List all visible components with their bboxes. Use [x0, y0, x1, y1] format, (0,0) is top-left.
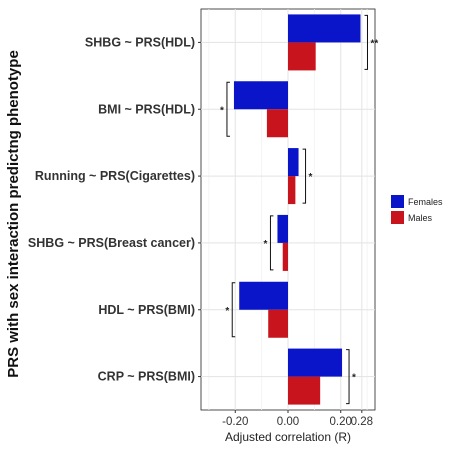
legend: Females Males [391, 195, 443, 224]
significance-marker: * [220, 105, 224, 116]
x-axis: -0.20 0.00 0.200.28 [222, 410, 373, 428]
bar-females-4 [277, 214, 288, 243]
bar-females-1 [288, 14, 361, 43]
legend-label-males: Males [408, 213, 433, 223]
significance-bracket [231, 282, 236, 338]
significance-marker: * [225, 306, 229, 317]
category-label: CRP ~ PRS(BMI) [98, 370, 195, 384]
x-tick-label: 0.20 [330, 416, 352, 428]
significance-marker: * [309, 172, 313, 183]
significance-bracket [269, 215, 274, 271]
x-tick-label: 0.28 [351, 416, 373, 428]
bar-males-1 [288, 42, 316, 71]
significance-marker: * [352, 373, 356, 384]
bar-males-6 [288, 376, 321, 405]
legend-swatch-males [391, 211, 404, 224]
bar-females-5 [239, 281, 288, 310]
significance-brackets: ******* [220, 14, 379, 405]
significance-bracket [346, 349, 350, 405]
bar-females-3 [288, 148, 299, 177]
x-tick-label: 0.00 [277, 416, 299, 428]
legend-swatch-females [391, 195, 404, 208]
bar-males-4 [282, 242, 288, 271]
category-label: SHBG ~ PRS(Breast cancer) [28, 236, 195, 250]
category-label: SHBG ~ PRS(HDL) [85, 35, 195, 49]
y-axis-title: PRS with sex interaction predictng pheno… [5, 50, 22, 378]
bar-males-5 [268, 309, 288, 338]
category-label: Running ~ PRS(Cigarettes) [35, 169, 195, 183]
significance-marker: ** [371, 38, 379, 49]
significance-bracket [302, 148, 307, 204]
bar-males-3 [288, 176, 296, 205]
significance-bracket [226, 81, 230, 137]
bar-males-2 [266, 109, 288, 138]
legend-label-females: Females [408, 197, 443, 207]
category-label: HDL ~ PRS(BMI) [98, 303, 195, 317]
bar-females-2 [233, 81, 288, 110]
x-axis-title: Adjusted correlation (R) [225, 430, 351, 444]
bar-females-6 [288, 348, 343, 377]
significance-bracket [364, 14, 368, 70]
x-tick-label: -0.20 [222, 416, 248, 428]
significance-marker: * [264, 239, 268, 250]
bars [233, 14, 361, 405]
category-label: BMI ~ PRS(HDL) [98, 102, 195, 116]
y-axis: SHBG ~ PRS(HDL) BMI ~ PRS(HDL) Running ~ P… [28, 35, 201, 384]
